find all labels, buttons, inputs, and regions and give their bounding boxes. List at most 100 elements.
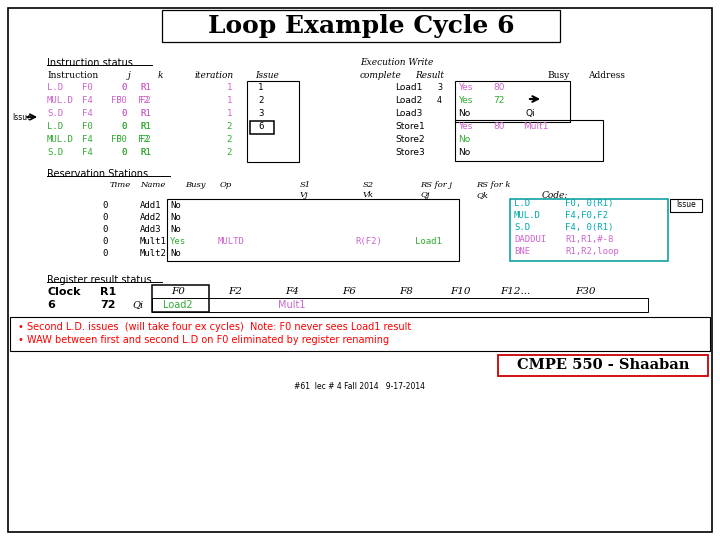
Text: Register result status: Register result status [47, 275, 152, 285]
Text: F0: F0 [116, 96, 127, 105]
Bar [247, 81, 299, 162]
Text: Mult1: Mult1 [523, 122, 549, 131]
Text: Clock: Clock [47, 287, 81, 297]
Text: Issue: Issue [676, 200, 696, 209]
Text: F0: F0 [82, 122, 93, 131]
Text: Store3: Store3 [395, 148, 425, 157]
Text: Yes: Yes [458, 96, 472, 105]
Text: R(F2): R(F2) [355, 237, 382, 246]
Text: L.D: L.D [47, 83, 63, 92]
Bar [152, 285, 209, 312]
Bar [167, 199, 459, 261]
Text: F4: F4 [285, 287, 299, 296]
Text: Loop Example Cycle 6: Loop Example Cycle 6 [208, 14, 514, 38]
Text: R1: R1 [140, 109, 150, 118]
Text: F10: F10 [450, 287, 470, 296]
Text: No: No [170, 225, 181, 234]
Text: F0: F0 [112, 96, 122, 105]
Bar [162, 10, 560, 42]
Text: 1: 1 [258, 83, 264, 92]
Text: 3: 3 [258, 109, 264, 118]
Text: Load2: Load2 [163, 300, 193, 310]
Text: MULTD: MULTD [218, 237, 245, 246]
Text: 0: 0 [122, 83, 127, 92]
Text: F2: F2 [140, 135, 150, 144]
Text: Code:: Code: [542, 191, 568, 200]
Text: Result: Result [415, 71, 444, 80]
Text: 0: 0 [103, 225, 108, 234]
Text: 0: 0 [122, 83, 127, 92]
Text: 4: 4 [437, 96, 442, 105]
Text: MUL.D: MUL.D [47, 135, 74, 144]
Text: 0: 0 [122, 109, 127, 118]
Text: Busy: Busy [547, 71, 570, 80]
Text: Time: Time [110, 181, 131, 189]
Text: No: No [170, 213, 181, 222]
Text: k: k [158, 71, 163, 80]
Text: F0: F0 [171, 287, 185, 296]
Text: 0: 0 [122, 148, 127, 157]
Text: F4,F0,F2: F4,F0,F2 [565, 211, 608, 220]
Text: Instruction: Instruction [47, 71, 98, 80]
Text: Load2: Load2 [395, 96, 422, 105]
Text: Qk: Qk [476, 191, 488, 199]
Text: R1,R2,loop: R1,R2,loop [565, 247, 618, 256]
Text: F2: F2 [140, 96, 150, 105]
Text: R1: R1 [100, 287, 116, 297]
Text: Mult1: Mult1 [140, 237, 167, 246]
Bar [498, 355, 708, 376]
Text: No: No [170, 201, 181, 210]
Text: 2: 2 [227, 148, 232, 157]
Text: Load1: Load1 [415, 237, 442, 246]
Text: F2: F2 [138, 96, 149, 105]
Text: Issue: Issue [12, 113, 32, 122]
Text: 0: 0 [122, 148, 127, 157]
Text: 72: 72 [100, 300, 115, 310]
Text: Vk: Vk [363, 191, 374, 199]
Text: R1: R1 [140, 122, 150, 131]
Text: 0: 0 [122, 122, 127, 131]
Text: Add2: Add2 [140, 213, 161, 222]
Text: Execution Write: Execution Write [360, 58, 433, 67]
Text: R1: R1 [140, 109, 150, 118]
Text: No: No [458, 148, 470, 157]
Text: RS for j: RS for j [420, 181, 452, 189]
Text: Mult2: Mult2 [140, 249, 167, 258]
Text: Op: Op [220, 181, 233, 189]
Text: Yes: Yes [458, 122, 472, 131]
Text: Issue: Issue [255, 71, 279, 80]
Text: L.D: L.D [514, 199, 530, 208]
Text: F6: F6 [342, 287, 356, 296]
Text: F8: F8 [399, 287, 413, 296]
Text: R1,R1,#-8: R1,R1,#-8 [565, 235, 613, 244]
Text: S.D: S.D [47, 148, 63, 157]
Text: F2: F2 [138, 135, 149, 144]
Text: 80: 80 [493, 83, 505, 92]
Text: F4: F4 [82, 109, 93, 118]
Text: No: No [170, 249, 181, 258]
Text: Add1: Add1 [140, 201, 161, 210]
Bar [250, 121, 274, 134]
Text: 3: 3 [437, 83, 442, 92]
Text: Vj: Vj [300, 191, 309, 199]
Text: F4: F4 [82, 135, 93, 144]
Text: 0: 0 [103, 213, 108, 222]
Text: 1: 1 [227, 96, 232, 105]
Text: F2: F2 [228, 287, 242, 296]
Text: 2: 2 [227, 122, 232, 131]
Text: Instruction status: Instruction status [47, 58, 133, 68]
Text: Store1: Store1 [395, 122, 425, 131]
Text: F0: F0 [116, 135, 127, 144]
Text: 2: 2 [258, 96, 264, 105]
Text: No: No [458, 135, 470, 144]
Text: Qi: Qi [132, 300, 143, 309]
Text: complete: complete [360, 71, 402, 80]
Text: F4: F4 [82, 148, 93, 157]
Text: F12...: F12... [500, 287, 530, 296]
Text: 0: 0 [122, 122, 127, 131]
Text: DADDUI: DADDUI [514, 235, 546, 244]
Text: Name: Name [140, 181, 166, 189]
Text: R1: R1 [140, 83, 150, 92]
Bar [455, 120, 603, 161]
Bar [152, 298, 648, 312]
